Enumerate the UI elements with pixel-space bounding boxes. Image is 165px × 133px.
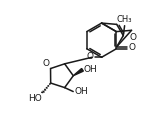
- Polygon shape: [73, 68, 83, 76]
- Text: O: O: [87, 52, 94, 61]
- Text: CH₃: CH₃: [117, 15, 132, 24]
- Text: O: O: [129, 33, 136, 42]
- Text: O: O: [128, 43, 135, 52]
- Text: O: O: [42, 59, 49, 68]
- Text: OH: OH: [74, 87, 88, 96]
- Text: HO: HO: [28, 94, 41, 103]
- Text: OH: OH: [83, 65, 97, 74]
